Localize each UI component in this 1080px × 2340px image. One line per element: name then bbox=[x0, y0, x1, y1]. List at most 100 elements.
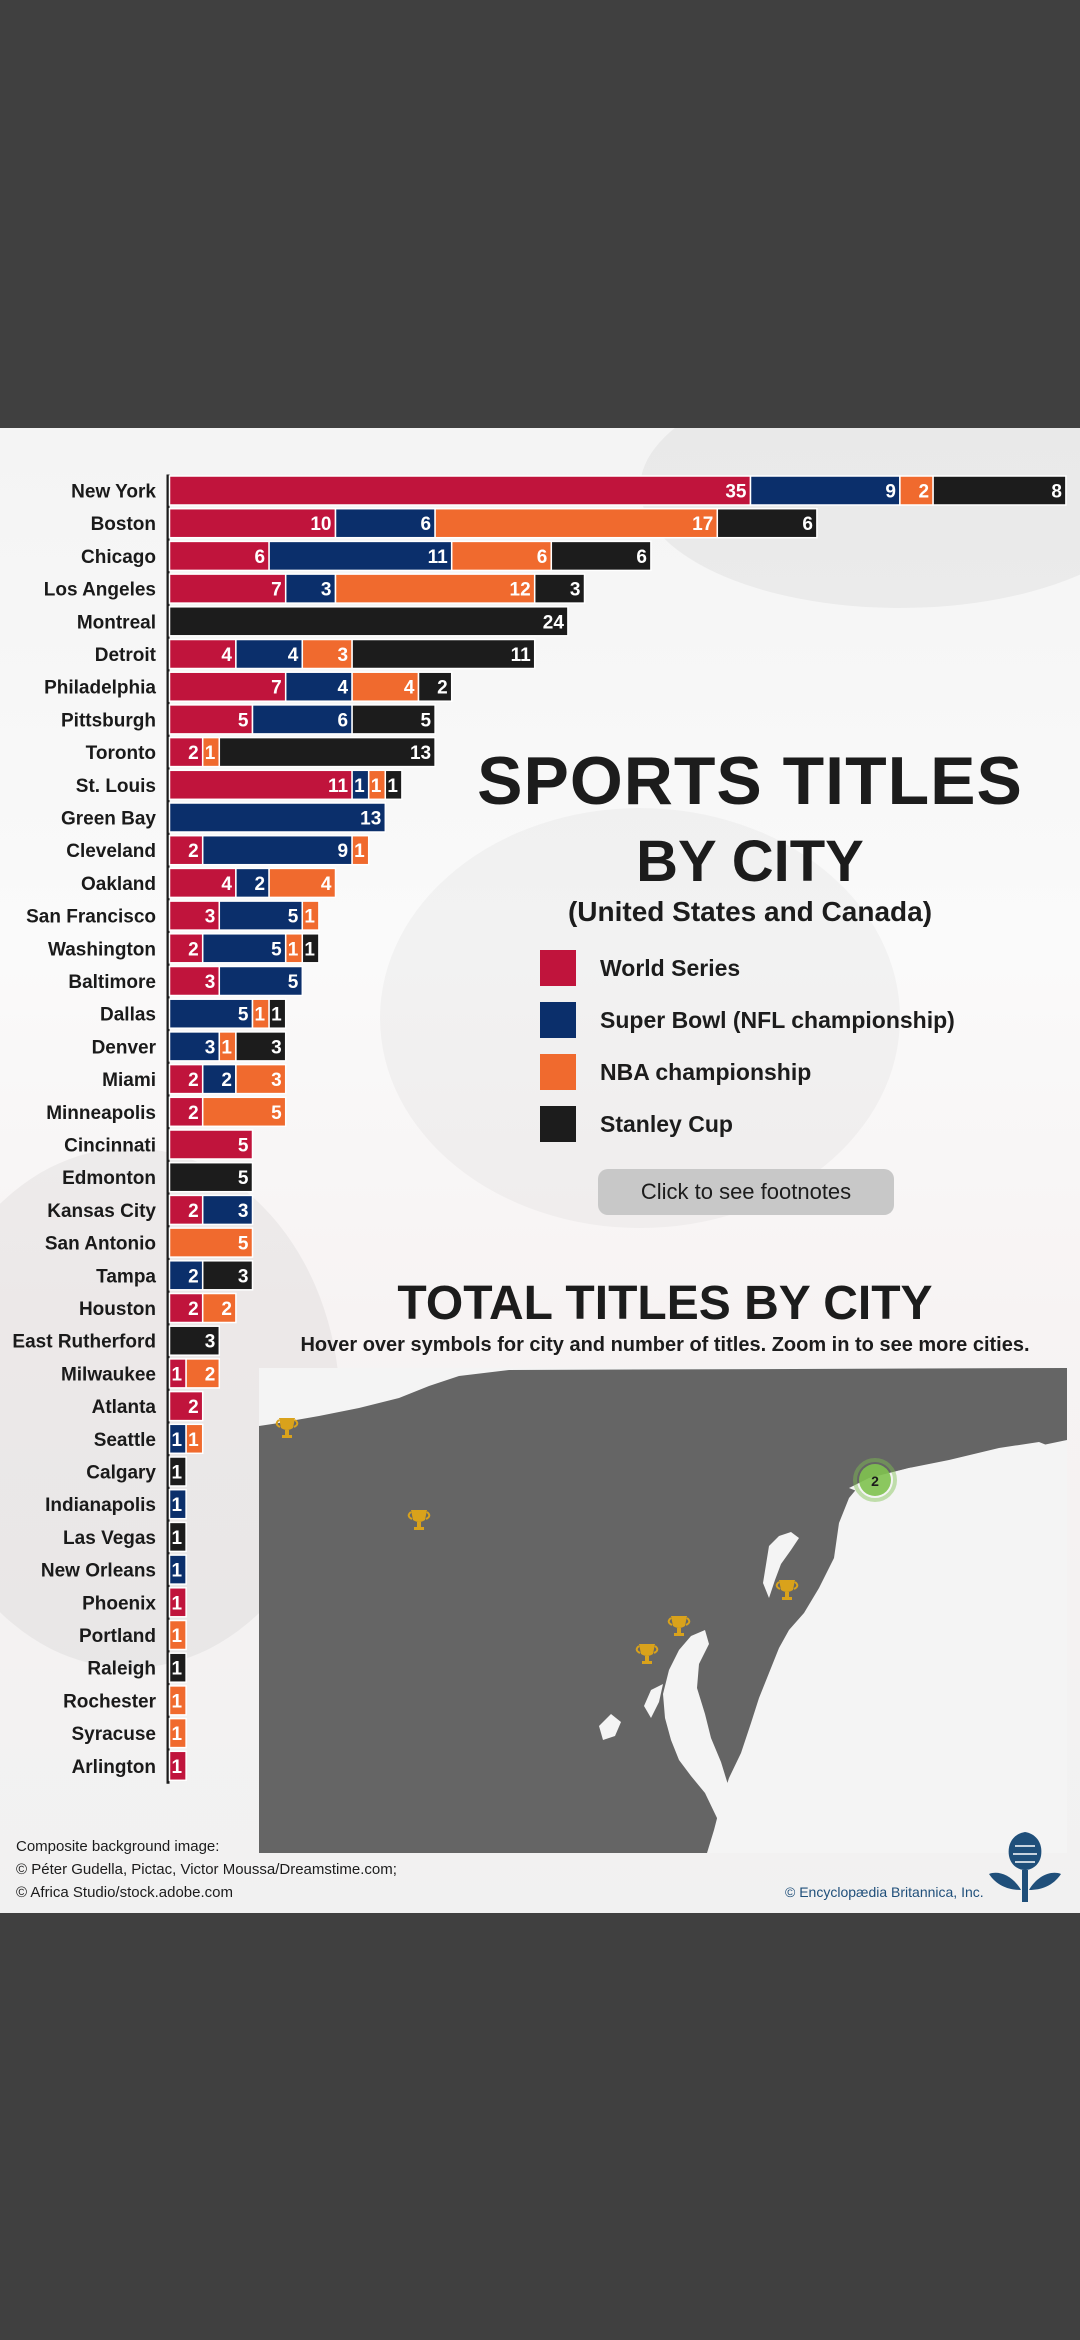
bar-segment[interactable] bbox=[168, 704, 254, 735]
map-markers bbox=[275, 1418, 799, 1664]
trophy-icon[interactable] bbox=[775, 1580, 799, 1600]
bar-segment[interactable] bbox=[284, 573, 337, 604]
cluster-circle[interactable] bbox=[859, 1464, 891, 1496]
bar-segment[interactable] bbox=[235, 867, 270, 899]
bar-segment[interactable] bbox=[268, 998, 287, 1029]
bar-value-label: 5 bbox=[238, 1168, 249, 1189]
bar-segment[interactable] bbox=[218, 900, 304, 931]
credit-line1: Composite background image: bbox=[16, 1838, 220, 1855]
bar-segment[interactable] bbox=[185, 1423, 204, 1455]
bar-segment[interactable] bbox=[301, 933, 320, 964]
bar-segment[interactable] bbox=[334, 573, 536, 604]
bar-segment[interactable] bbox=[218, 736, 436, 768]
trophy-icon[interactable] bbox=[407, 1510, 431, 1530]
bar-segment[interactable] bbox=[201, 1194, 254, 1226]
bar-segment[interactable] bbox=[168, 1390, 204, 1422]
trophy-icon[interactable] bbox=[667, 1616, 691, 1636]
bar-segment[interactable] bbox=[168, 507, 337, 539]
bar-segment[interactable] bbox=[434, 507, 719, 539]
bar-segment[interactable] bbox=[168, 1587, 187, 1618]
city-label: Detroit bbox=[95, 645, 157, 666]
footnotes-button[interactable]: Click to see footnotes bbox=[598, 1169, 894, 1215]
bar-value-label: 2 bbox=[437, 678, 448, 699]
bar-segment[interactable] bbox=[301, 900, 320, 931]
bar-segment[interactable] bbox=[168, 1750, 187, 1782]
bar-segment[interactable] bbox=[550, 540, 652, 572]
city-label: Tampa bbox=[96, 1266, 156, 1287]
bar-segment[interactable] bbox=[168, 540, 270, 572]
bar-segment[interactable] bbox=[168, 1717, 187, 1749]
bar-segment[interactable] bbox=[351, 671, 420, 702]
bar-value-label: 6 bbox=[338, 710, 349, 731]
map-title: TOTAL TITLES BY CITY bbox=[397, 1277, 933, 1330]
bar-segment[interactable] bbox=[201, 933, 287, 964]
cluster-marker[interactable]: 2 bbox=[853, 1458, 897, 1502]
bar-segment[interactable] bbox=[168, 834, 204, 866]
bar-segment[interactable] bbox=[168, 671, 287, 702]
bar-value-label: 6 bbox=[421, 514, 432, 535]
city-label: Chicago bbox=[81, 547, 156, 568]
bar-segment[interactable] bbox=[168, 1521, 187, 1553]
bar-segment[interactable] bbox=[168, 1619, 187, 1651]
bar-segment[interactable] bbox=[716, 507, 818, 539]
bar-segment[interactable] bbox=[201, 1096, 287, 1128]
bar-segment[interactable] bbox=[932, 475, 1067, 506]
bar-segment[interactable] bbox=[168, 998, 254, 1029]
bar-segment[interactable] bbox=[168, 1031, 221, 1062]
legend-label: NBA championship bbox=[600, 1059, 812, 1085]
bar-segment[interactable] bbox=[201, 1260, 254, 1291]
trophy-icon[interactable] bbox=[275, 1418, 299, 1438]
bar-value-label: 2 bbox=[188, 939, 199, 960]
bar-value-label: 24 bbox=[543, 612, 565, 633]
bar-segment[interactable] bbox=[268, 540, 453, 572]
bar-segment[interactable] bbox=[235, 1031, 287, 1062]
copyright: © Encyclopædia Britannica, Inc. bbox=[785, 1884, 984, 1900]
bar-value-label: 2 bbox=[188, 1397, 199, 1418]
titles-map[interactable]: 2 bbox=[259, 1368, 1067, 1853]
bar-segment[interactable] bbox=[351, 638, 536, 670]
bar-segment[interactable] bbox=[168, 1488, 187, 1520]
bar-segment[interactable] bbox=[284, 671, 353, 702]
bar-segment[interactable] bbox=[168, 1227, 254, 1258]
city-label: Indianapolis bbox=[45, 1495, 156, 1516]
bar-segment[interactable] bbox=[533, 573, 586, 604]
bar-segment[interactable] bbox=[235, 1063, 287, 1095]
bar-segment[interactable] bbox=[168, 1260, 204, 1291]
bar-segment[interactable] bbox=[168, 1652, 187, 1683]
bar-segment[interactable] bbox=[185, 1358, 221, 1389]
bar-segment[interactable] bbox=[168, 1161, 254, 1193]
bar-segment[interactable] bbox=[168, 606, 569, 637]
bar-segment[interactable] bbox=[334, 507, 436, 539]
bar-segment[interactable] bbox=[168, 1456, 187, 1487]
bar-segment[interactable] bbox=[201, 834, 353, 866]
bar-segment[interactable] bbox=[168, 1325, 221, 1356]
bar-value-label: 2 bbox=[188, 1266, 199, 1287]
bar-segment[interactable] bbox=[168, 867, 237, 899]
bar-segment[interactable] bbox=[168, 900, 221, 931]
bar-segment[interactable] bbox=[168, 769, 353, 801]
bar-segment[interactable] bbox=[168, 1554, 187, 1585]
bar-segment[interactable] bbox=[168, 1685, 187, 1716]
city-label: Dallas bbox=[100, 1005, 156, 1026]
bar-value-label: 2 bbox=[221, 1299, 232, 1320]
bar-segment[interactable] bbox=[168, 475, 752, 506]
trophy-icon[interactable] bbox=[635, 1644, 659, 1664]
bar-segment[interactable] bbox=[351, 704, 436, 735]
bar-segment[interactable] bbox=[384, 769, 403, 801]
bar-segment[interactable] bbox=[168, 638, 237, 670]
bar-value-label: 6 bbox=[255, 547, 266, 568]
bar-segment[interactable] bbox=[168, 1129, 254, 1160]
bar-segment[interactable] bbox=[268, 867, 337, 899]
bar-segment[interactable] bbox=[218, 965, 304, 997]
bar-segment[interactable] bbox=[417, 671, 453, 702]
bar-segment[interactable] bbox=[168, 933, 204, 964]
bar-segment[interactable] bbox=[201, 1292, 237, 1324]
bar-segment[interactable] bbox=[168, 802, 387, 833]
bar-segment[interactable] bbox=[749, 475, 901, 506]
bar-value-label: 5 bbox=[238, 1234, 249, 1255]
bar-segment[interactable] bbox=[450, 540, 553, 572]
bar-value-label: 5 bbox=[238, 1005, 249, 1026]
bar-segment[interactable] bbox=[351, 834, 370, 866]
bar-segment[interactable] bbox=[168, 573, 287, 604]
city-label: Arlington bbox=[72, 1757, 156, 1778]
